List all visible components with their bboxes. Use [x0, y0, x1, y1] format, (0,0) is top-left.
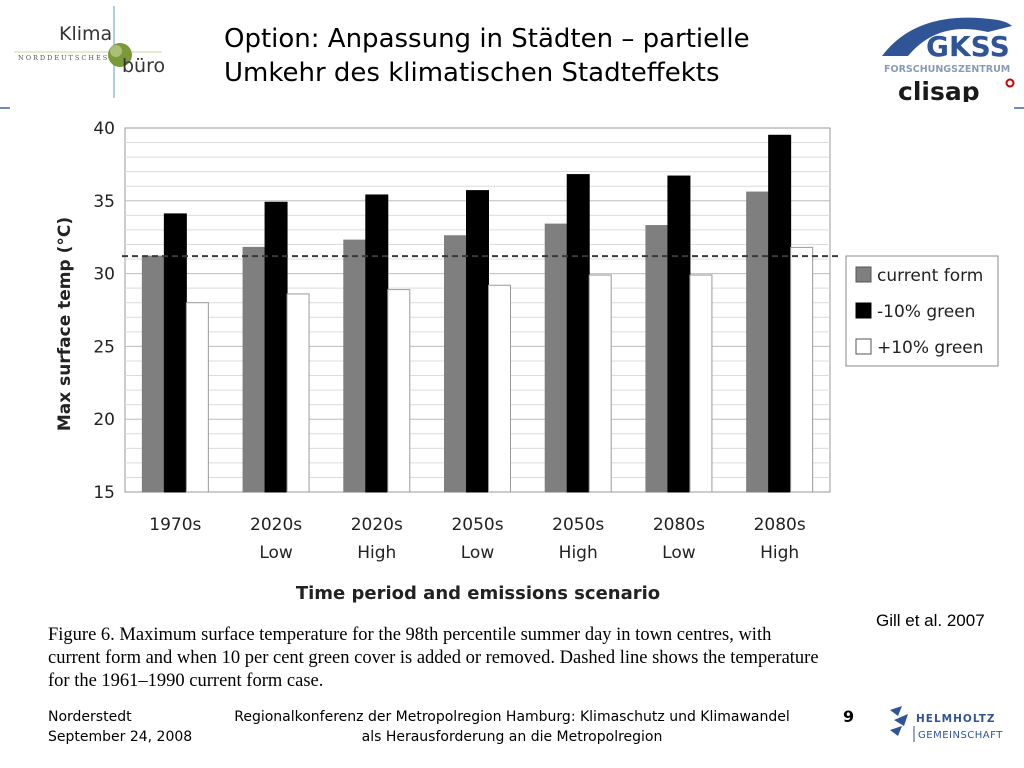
- y-tick-label: 20: [93, 410, 115, 430]
- svg-text:clisap: clisap: [898, 77, 980, 102]
- bar-current-form: [444, 235, 467, 493]
- x-tick-label: 1970s: [149, 515, 201, 535]
- caption-line: current form and when 10 per cent green …: [48, 648, 819, 668]
- svg-text:büro: büro: [122, 55, 164, 77]
- citation: Gill et al. 2007: [876, 611, 985, 630]
- x-tick-label: 2050s: [552, 515, 604, 535]
- bar-current-form: [242, 246, 266, 493]
- figure-caption: Figure 6. Maximum surface temperature fo…: [48, 624, 1008, 693]
- footer-location: Norderstedt: [48, 709, 132, 725]
- bar-current-form: [746, 191, 770, 493]
- legend-swatch-plus-green: [855, 338, 872, 355]
- x-tick-label: Low: [259, 543, 293, 563]
- bar-plus-green: [488, 284, 511, 493]
- x-tick-label: 2080s: [653, 515, 705, 535]
- y-tick-label: 30: [93, 265, 115, 285]
- bar-minus-green: [264, 201, 288, 493]
- bar-current-form: [544, 223, 568, 493]
- x-tick-label: 2020s: [351, 515, 403, 535]
- x-tick-label: 2080s: [754, 515, 806, 535]
- chart-legend: current form -10% green +10% green: [845, 255, 999, 367]
- slide-title-line2: Umkehr des klimatischen Stadteffekts: [224, 58, 720, 88]
- footer-date: September 24, 2008: [48, 729, 193, 745]
- bar-plus-green: [387, 289, 411, 493]
- x-tick-label: Low: [662, 543, 696, 563]
- y-tick-label: 15: [93, 483, 115, 503]
- footer-event-line2: als Herausforderung an die Metropolregio…: [361, 729, 663, 745]
- slide-title-line1: Option: Anpassung in Städten – partielle: [224, 24, 750, 54]
- svg-text:GKSS: GKSS: [926, 30, 1010, 63]
- legend-label-plus-green: +10% green: [877, 338, 984, 358]
- bar-minus-green: [667, 175, 691, 493]
- legend-label-minus-green: -10% green: [877, 302, 975, 322]
- bar-current-form: [645, 225, 669, 493]
- slide-edge-mark-left: [0, 107, 10, 109]
- x-tick-label: High: [760, 543, 799, 563]
- slide-title: Option: Anpassung in Städten – partielle…: [224, 22, 844, 90]
- svg-text:HELMHOLTZ: HELMHOLTZ: [916, 713, 996, 725]
- svg-text:FORSCHUNGSZENTRUM: FORSCHUNGSZENTRUM: [884, 64, 1010, 75]
- footer-event: Regionalkonferenz der Metropolregion Ham…: [226, 707, 798, 747]
- svg-text:NORDDEUTSCHES: NORDDEUTSCHES: [18, 54, 109, 62]
- klimabuero-logo: Klima NORDDEUTSCHES büro: [14, 6, 164, 98]
- y-axis-label: Max surface temp (°C): [55, 217, 75, 431]
- bar-minus-green: [566, 174, 590, 493]
- x-tick-label: Low: [461, 543, 495, 563]
- slide-edge-mark-right: [1014, 107, 1024, 109]
- caption-line: Figure 6. Maximum surface temperature fo…: [48, 625, 772, 645]
- svg-text:GEMEINSCHAFT: GEMEINSCHAFT: [918, 730, 1003, 741]
- bar-plus-green: [286, 293, 310, 493]
- x-tick-label: High: [559, 543, 598, 563]
- bar-current-form: [141, 255, 165, 493]
- bar-plus-green: [185, 302, 209, 493]
- svg-text:Klima: Klima: [59, 23, 112, 45]
- page-number: 9: [843, 707, 855, 726]
- x-tick-label: 2050s: [451, 515, 503, 535]
- legend-swatch-current-form: [855, 266, 872, 283]
- footer-location-date: Norderstedt September 24, 2008: [48, 707, 192, 747]
- bar-minus-green: [768, 134, 792, 493]
- y-tick-label: 25: [93, 337, 115, 357]
- bar-minus-green: [466, 190, 489, 493]
- x-tick-label: High: [357, 543, 396, 563]
- bar-plus-green: [790, 246, 814, 493]
- x-axis-label: Time period and emissions scenario: [296, 583, 660, 604]
- legend-label-current-form: current form: [877, 266, 983, 286]
- footer-event-line1: Regionalkonferenz der Metropolregion Ham…: [234, 709, 790, 725]
- legend-swatch-minus-green: [855, 302, 872, 319]
- bar-plus-green: [689, 274, 713, 493]
- helmholtz-logo: HELMHOLTZ GEMEINSCHAFT: [890, 706, 1003, 742]
- gkss-clisap-logo: GKSS FORSCHUNGSZENTRUM clisap: [882, 17, 1015, 102]
- bar-minus-green: [365, 194, 389, 493]
- caption-line: for the 1961–1990 current form case.: [48, 671, 324, 691]
- y-tick-label: 40: [93, 119, 115, 139]
- bar-plus-green: [588, 274, 612, 493]
- bar-current-form: [343, 239, 367, 493]
- temperature-bar-chart: 15 20 25 30 35 40 1970s 2020s Low 2020s High 2050s…: [55, 119, 999, 604]
- y-tick-label: 35: [93, 192, 115, 212]
- x-tick-label: 2020s: [250, 515, 302, 535]
